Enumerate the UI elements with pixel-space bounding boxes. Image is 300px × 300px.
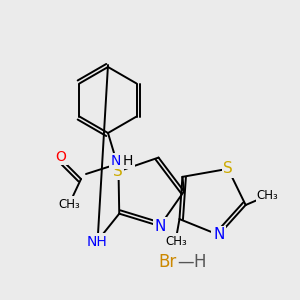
Text: H: H xyxy=(194,253,206,271)
Text: N: N xyxy=(111,154,121,168)
Text: S: S xyxy=(223,161,233,176)
Text: N: N xyxy=(213,227,224,242)
Text: Br: Br xyxy=(159,253,177,271)
Text: H: H xyxy=(123,154,133,168)
Text: CH₃: CH₃ xyxy=(257,188,278,202)
Text: O: O xyxy=(56,150,66,164)
Text: NH: NH xyxy=(87,235,108,249)
Text: CH₃: CH₃ xyxy=(166,235,187,248)
Text: CH₃: CH₃ xyxy=(58,197,80,211)
Text: S: S xyxy=(112,164,122,179)
Text: —: — xyxy=(178,253,194,271)
Text: N: N xyxy=(154,218,165,233)
